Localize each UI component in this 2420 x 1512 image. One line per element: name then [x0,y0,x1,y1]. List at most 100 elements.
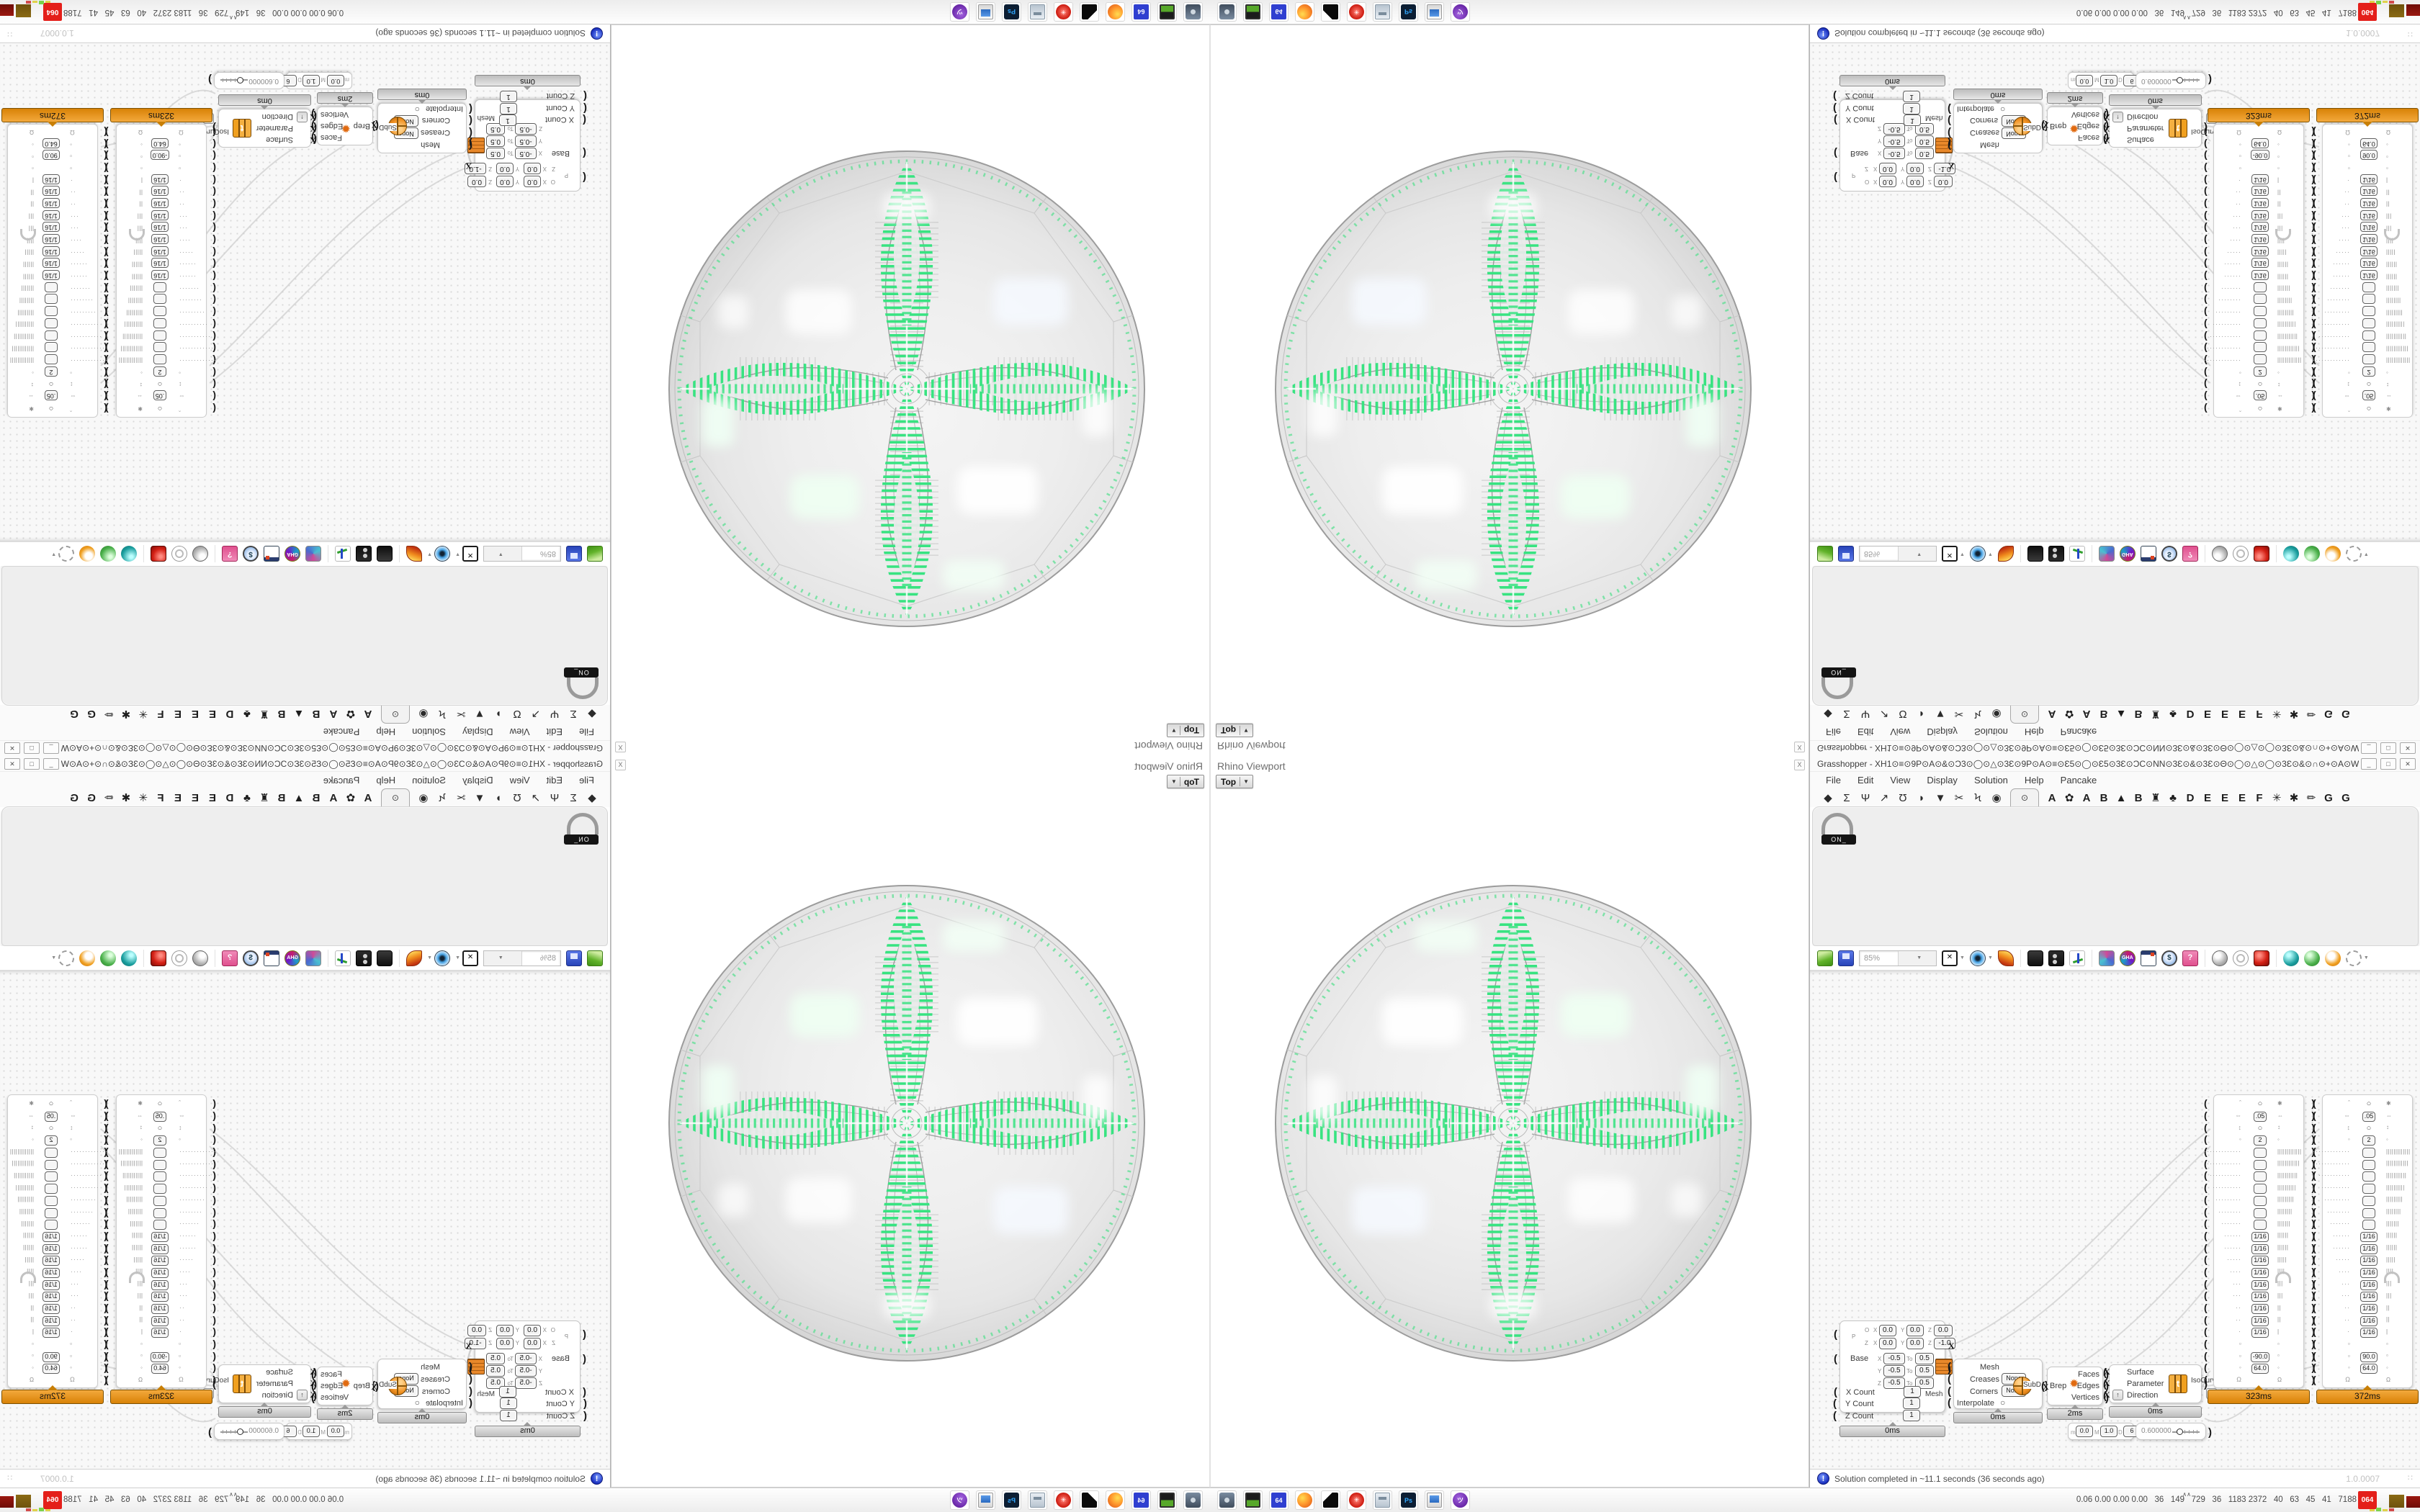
menu-item-file[interactable]: File [579,726,594,737]
paint-preview-icon[interactable] [1997,546,2014,562]
stack-row[interactable]: (·········· ||||||||||) [2204,318,2315,331]
stack-row[interactable]: (······· |||||||) [105,282,216,294]
category-tab-letter[interactable]: ✱ [121,708,131,720]
mesh-box-component[interactable]: P O X 0.0 Y 0.0 Z 0.0 Z X 0.0 Y 0.0 Z -1… [465,1320,586,1413]
row-value-box[interactable]: 1/16 [2360,197,2378,208]
preview-eye-icon[interactable] [1969,950,1986,966]
category-tab-icon[interactable]: Ʊ [1899,708,1907,720]
stack-row[interactable]: (◦64.0◦) [8,1362,107,1374]
input-nub[interactable]: ( [2313,210,2316,222]
row-value-box[interactable]: 1/16 [2251,1304,2269,1315]
stack-row[interactable]: (··1/16||) [2313,1313,2412,1326]
stack-row[interactable]: (·····1/16|||||) [2313,1254,2412,1266]
row-value-box[interactable]: .05 [153,390,167,400]
taskbar-app-backup-64[interactable]: 64 [1269,2,1289,22]
category-tab-letter[interactable]: G [2324,792,2333,804]
input-nub[interactable]: ( [2204,294,2208,307]
category-tab-letter[interactable]: G [87,792,96,804]
stack-row[interactable]: (······1/16||||||) [2204,270,2315,283]
component-name-chip[interactable]: ON_ [564,667,599,678]
row-value-box[interactable]: 2 [2254,1135,2267,1146]
swirl-plugin-icon[interactable] [2098,546,2115,562]
stack-row[interactable]: (▫▫) [2313,1338,2412,1350]
arch-component-icon[interactable] [567,678,599,699]
menu-item-edit[interactable]: Edit [1857,726,1874,737]
input-nub[interactable]: ( [2204,318,2208,330]
row-value-box[interactable] [153,354,166,364]
chevron-down-icon[interactable]: ▼ [1897,950,1936,966]
viewport-camera-dropdown[interactable]: Top ▼ [1216,775,1254,788]
direction-toggle[interactable]: ↑ [2112,112,2123,122]
input-nub[interactable]: ( [104,390,107,402]
stack-row[interactable]: (▫ -90.0 ▫) [2204,150,2315,163]
category-tab-icon[interactable]: ▼ [474,708,485,720]
input-nub[interactable]: ( [2204,235,2208,247]
row-value-box[interactable]: 1/16 [2251,258,2269,269]
annotate-window-icon[interactable] [2140,546,2156,562]
category-tab-icon[interactable]: ↗ [1879,792,1889,804]
menu-item-solution[interactable]: Solution [412,775,447,786]
input-nub[interactable]: ( [2204,1374,2208,1386]
projection-icon[interactable] [377,950,393,966]
input-nub[interactable]: ( [2313,1157,2316,1169]
row-value-box[interactable]: 1/16 [2360,222,2378,233]
input-nub[interactable]: ( [2313,1290,2316,1302]
input-nub[interactable]: ( [212,1241,216,1254]
category-tab-icon[interactable]: ◗ [1918,792,1925,804]
resize-grip[interactable]: ∷ [2408,30,2414,38]
component-name-chip[interactable]: ON_ [1821,667,1856,678]
rings-icon[interactable] [171,546,188,562]
input-nub[interactable]: ( [2204,162,2208,174]
input-nub[interactable]: ( [2204,1169,2208,1182]
taskbar-app-settings-red[interactable]: ✳ [1347,2,1366,22]
row-value-box[interactable] [45,342,58,353]
stack-row[interactable]: (··1/16||) [105,1302,216,1315]
input-nub[interactable]: ( [2204,1110,2208,1122]
stack-row[interactable]: (···1/16|||) [105,1290,216,1302]
input-nub[interactable]: ( [104,1265,107,1277]
row-value-box[interactable] [2362,330,2375,341]
menu-item-pancake[interactable]: Pancake [2060,726,2097,737]
taskbar-app-photoshop[interactable]: Ps [1002,2,1021,22]
zoom-combobox[interactable]: 85% ▼ [1859,546,1937,562]
input-nub[interactable]: ( [104,282,107,294]
row-value-box[interactable] [153,330,166,341]
stack-row[interactable]: (ΩΩ) [8,1374,107,1386]
row-value-box[interactable]: 1/16 [2360,234,2378,245]
row-value-box[interactable] [2254,282,2267,292]
stack-row[interactable]: (·1/16|) [8,174,107,186]
category-tab-letter[interactable]: ✱ [2289,708,2299,720]
input-nub[interactable]: ( [2313,1302,2316,1314]
orange-material-icon[interactable] [2324,546,2341,562]
isocurve-component[interactable]: Surface Parameter Direction ↑ t IsoCurve… [2103,1364,2220,1403]
input-nub[interactable]: ( [2313,307,2316,319]
row-value-box[interactable]: 1/16 [2251,174,2269,184]
input-nub[interactable]: ( [2313,162,2316,174]
taskbar-app-remote-desktop[interactable] [976,1490,995,1510]
stack-row[interactable]: (·····1/16|||||) [8,1254,107,1266]
category-tab-letter[interactable]: ✳ [138,792,148,804]
stack-row[interactable]: (···1/16|||) [2204,1277,2315,1290]
row-value-box[interactable] [2362,1195,2375,1206]
search-dollar-icon[interactable] [2161,546,2177,562]
input-nub[interactable]: ( [2204,222,2208,235]
taskbar-app-chat-purple[interactable]: ツ [950,1490,969,1510]
input-nub[interactable]: ( [212,174,216,186]
row-value-box[interactable]: 1/16 [2251,197,2269,208]
green-material-icon[interactable] [100,950,117,966]
row-value-box[interactable]: 1/16 [2251,222,2269,233]
row-value-box[interactable] [45,318,58,328]
rings-icon[interactable] [2232,950,2249,966]
input-nub[interactable]: ( [104,1193,107,1205]
output-nub[interactable]: ) [2311,1121,2315,1133]
zoom-extents-icon[interactable] [1942,950,1958,966]
row-value-box[interactable]: 1/16 [2251,1243,2269,1254]
stack-row[interactable]: (⇔.05⇔) [105,390,216,403]
projection-icon[interactable] [2027,546,2043,562]
row-value-box[interactable]: 1/16 [2251,1231,2269,1242]
category-tab-letter[interactable]: ♜ [259,792,269,804]
rings-icon[interactable] [2232,546,2249,562]
category-tab-letter[interactable]: ✏ [104,792,114,804]
save-file-icon[interactable] [1838,950,1854,966]
stack-row[interactable]: (··1/16||) [8,1313,107,1326]
